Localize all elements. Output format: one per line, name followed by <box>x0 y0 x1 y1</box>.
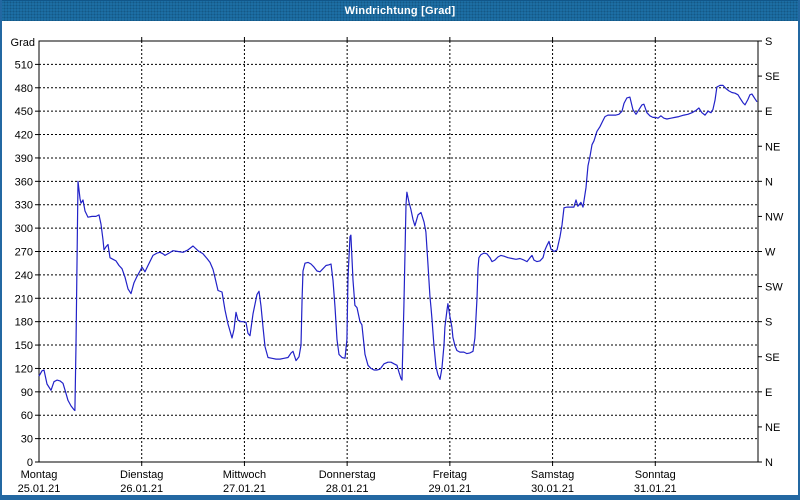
date-label: 30.01.21 <box>531 483 574 495</box>
day-label: Mittwoch <box>223 469 266 481</box>
compass-label: S <box>765 36 772 48</box>
y-axis-tick-label-left: 270 <box>15 247 33 259</box>
plot-frame <box>38 40 759 463</box>
compass-label: NE <box>765 422 780 434</box>
compass-label: N <box>765 176 773 188</box>
y-axis-title-left: Grad <box>11 37 35 49</box>
y-axis-tick-label-left: 510 <box>15 59 33 71</box>
window-border-left <box>0 0 2 500</box>
compass-label: E <box>765 387 772 399</box>
day-label: Sonntag <box>635 469 676 481</box>
wind-direction-chart: 0 30 60 90 120 150 180 210 240 270 300 330 360 390 420… <box>11 36 784 495</box>
wind-direction-line <box>38 84 758 412</box>
window-title: Windrichtung [Grad] <box>344 5 456 17</box>
date-label: 26.01.21 <box>120 483 163 495</box>
compass-label: NW <box>765 211 784 223</box>
compass-label: SW <box>765 282 783 294</box>
y-axis-tick-label-left: 0 <box>27 457 33 469</box>
window-border-right <box>798 0 800 500</box>
y-axis-tick-label-left: 450 <box>15 106 33 118</box>
compass-label: SE <box>765 71 780 83</box>
y-axis-tick-label-left: 480 <box>15 83 33 95</box>
y-axis-tick-label-left: 120 <box>15 363 33 375</box>
y-axis-tick-label-left: 360 <box>15 176 33 188</box>
day-label: Montag <box>21 469 58 481</box>
date-label: 29.01.21 <box>428 483 471 495</box>
y-axis-tick-label-left: 330 <box>15 200 33 212</box>
y-axis-tick-label-left: 60 <box>21 410 33 422</box>
date-label: 27.01.21 <box>223 483 266 495</box>
day-label: Samstag <box>531 469 574 481</box>
day-label: Donnerstag <box>319 469 376 481</box>
date-label: 28.01.21 <box>326 483 369 495</box>
y-axis-tick-label-left: 150 <box>15 340 33 352</box>
compass-label: S <box>765 317 772 329</box>
window-titlebar: Windrichtung [Grad] <box>0 0 800 21</box>
date-label: 31.01.21 <box>634 483 677 495</box>
y-axis-tick-label-left: 30 <box>21 434 33 446</box>
day-label: Dienstag <box>120 469 163 481</box>
y-axis-tick-label-left: 390 <box>15 153 33 165</box>
y-axis-tick-label-left: 240 <box>15 270 33 282</box>
day-label: Freitag <box>433 469 467 481</box>
y-axis-tick-label-left: 210 <box>15 293 33 305</box>
compass-label: SE <box>765 352 780 364</box>
date-label: 25.01.21 <box>18 483 61 495</box>
y-axis-tick-label-left: 180 <box>15 317 33 329</box>
compass-label: E <box>765 106 772 118</box>
window-border-bottom <box>0 495 800 500</box>
compass-label: N <box>765 457 773 469</box>
y-axis-tick-label-left: 300 <box>15 223 33 235</box>
compass-label: W <box>765 247 776 259</box>
y-axis-tick-label-left: 420 <box>15 130 33 142</box>
y-axis-tick-label-left: 90 <box>21 387 33 399</box>
compass-label: NE <box>765 141 780 153</box>
